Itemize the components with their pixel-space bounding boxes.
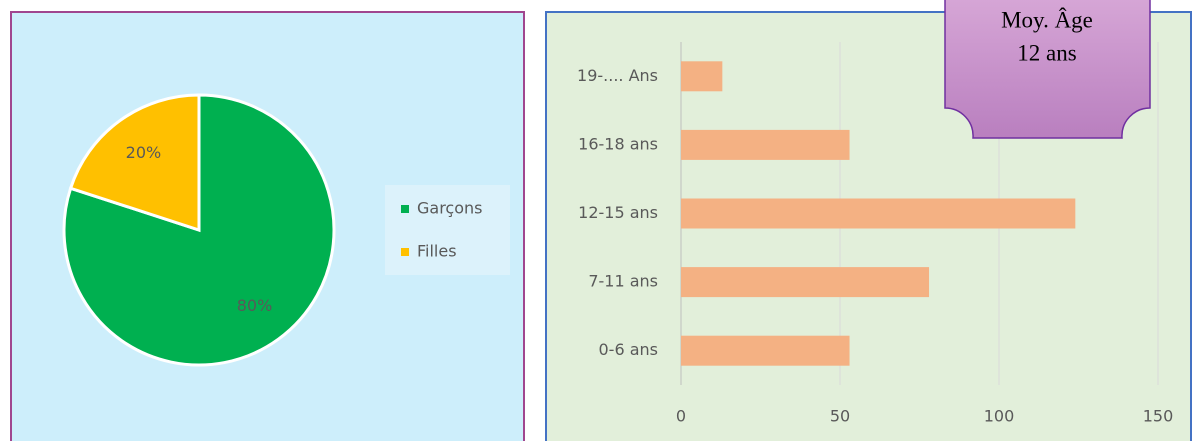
annotation-text: Moy. Âge — [1001, 7, 1093, 32]
annotation-plaque — [944, 0, 1151, 139]
x-tick-label: 50 — [830, 407, 850, 426]
legend-label: Garçons — [417, 199, 483, 218]
bar — [681, 335, 850, 366]
legend-swatch — [401, 205, 409, 213]
y-tick-label: 0-6 ans — [599, 340, 659, 359]
bar — [681, 129, 850, 160]
y-tick-label: 12-15 ans — [578, 203, 658, 222]
y-tick-label: 19-.... Ans — [577, 66, 658, 85]
x-tick-label: 0 — [676, 407, 686, 426]
pie-slice — [68, 93, 201, 233]
legend-box — [385, 185, 510, 275]
bar — [681, 267, 930, 298]
x-tick-label: 150 — [1143, 407, 1174, 426]
legend-label: Filles — [417, 242, 457, 261]
data-label: 20% — [126, 143, 162, 162]
legend-swatch — [401, 248, 409, 256]
data-label: 80% — [237, 296, 273, 315]
x-tick-label: 100 — [984, 407, 1015, 426]
bar — [681, 61, 723, 92]
y-tick-label: 7-11 ans — [588, 272, 658, 291]
bar — [681, 198, 1076, 229]
annotation-text: 12 ans — [1017, 40, 1076, 65]
y-tick-label: 16-18 ans — [578, 134, 658, 153]
